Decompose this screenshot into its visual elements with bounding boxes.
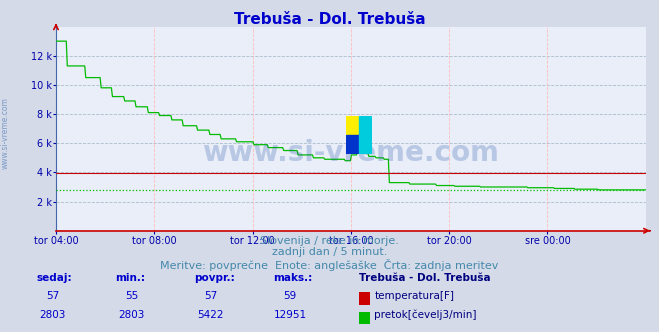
Text: Trebuša - Dol. Trebuša: Trebuša - Dol. Trebuša [359,273,491,283]
Text: 57: 57 [204,291,217,301]
Text: 57: 57 [46,291,59,301]
Bar [359,135,372,154]
Text: 12951: 12951 [273,310,306,320]
Text: www.si-vreme.com: www.si-vreme.com [1,97,10,169]
Text: pretok[čevelj3/min]: pretok[čevelj3/min] [374,309,477,320]
Text: 2803: 2803 [40,310,66,320]
Text: 55: 55 [125,291,138,301]
Text: Trebuša - Dol. Trebuša: Trebuša - Dol. Trebuša [234,12,425,27]
Text: 5422: 5422 [198,310,224,320]
Text: www.si-vreme.com: www.si-vreme.com [202,139,500,167]
Text: 2803: 2803 [119,310,145,320]
Text: maks.:: maks.: [273,273,313,283]
Bar [359,116,372,135]
Bar [346,135,359,154]
Text: temperatura[F]: temperatura[F] [374,291,454,301]
Text: zadnji dan / 5 minut.: zadnji dan / 5 minut. [272,247,387,257]
Text: min.:: min.: [115,273,146,283]
Text: Slovenija / reke in morje.: Slovenija / reke in morje. [260,236,399,246]
Text: 59: 59 [283,291,297,301]
Text: povpr.:: povpr.: [194,273,235,283]
Text: Meritve: povprečne  Enote: anglešaške  Črta: zadnja meritev: Meritve: povprečne Enote: anglešaške Črt… [160,259,499,271]
Text: sedaj:: sedaj: [36,273,72,283]
Bar [346,116,359,135]
